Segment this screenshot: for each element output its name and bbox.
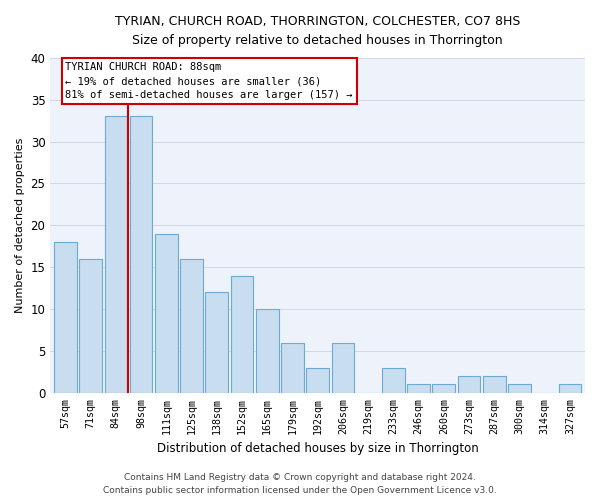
Text: Contains HM Land Registry data © Crown copyright and database right 2024.
Contai: Contains HM Land Registry data © Crown c… bbox=[103, 474, 497, 495]
Bar bbox=[332, 342, 354, 393]
Y-axis label: Number of detached properties: Number of detached properties bbox=[15, 138, 25, 313]
X-axis label: Distribution of detached houses by size in Thorrington: Distribution of detached houses by size … bbox=[157, 442, 479, 455]
Bar bbox=[54, 242, 77, 393]
Bar bbox=[256, 309, 278, 393]
Bar bbox=[306, 368, 329, 393]
Text: TYRIAN CHURCH ROAD: 88sqm
← 19% of detached houses are smaller (36)
81% of semi-: TYRIAN CHURCH ROAD: 88sqm ← 19% of detac… bbox=[65, 62, 353, 100]
Bar bbox=[230, 276, 253, 393]
Bar bbox=[281, 342, 304, 393]
Title: TYRIAN, CHURCH ROAD, THORRINGTON, COLCHESTER, CO7 8HS
Size of property relative : TYRIAN, CHURCH ROAD, THORRINGTON, COLCHE… bbox=[115, 15, 520, 47]
Bar bbox=[433, 384, 455, 393]
Bar bbox=[508, 384, 531, 393]
Bar bbox=[104, 116, 127, 393]
Bar bbox=[180, 259, 203, 393]
Bar bbox=[205, 292, 228, 393]
Bar bbox=[382, 368, 404, 393]
Bar bbox=[155, 234, 178, 393]
Bar bbox=[130, 116, 152, 393]
Bar bbox=[407, 384, 430, 393]
Bar bbox=[458, 376, 481, 393]
Bar bbox=[559, 384, 581, 393]
Bar bbox=[483, 376, 506, 393]
Bar bbox=[79, 259, 102, 393]
